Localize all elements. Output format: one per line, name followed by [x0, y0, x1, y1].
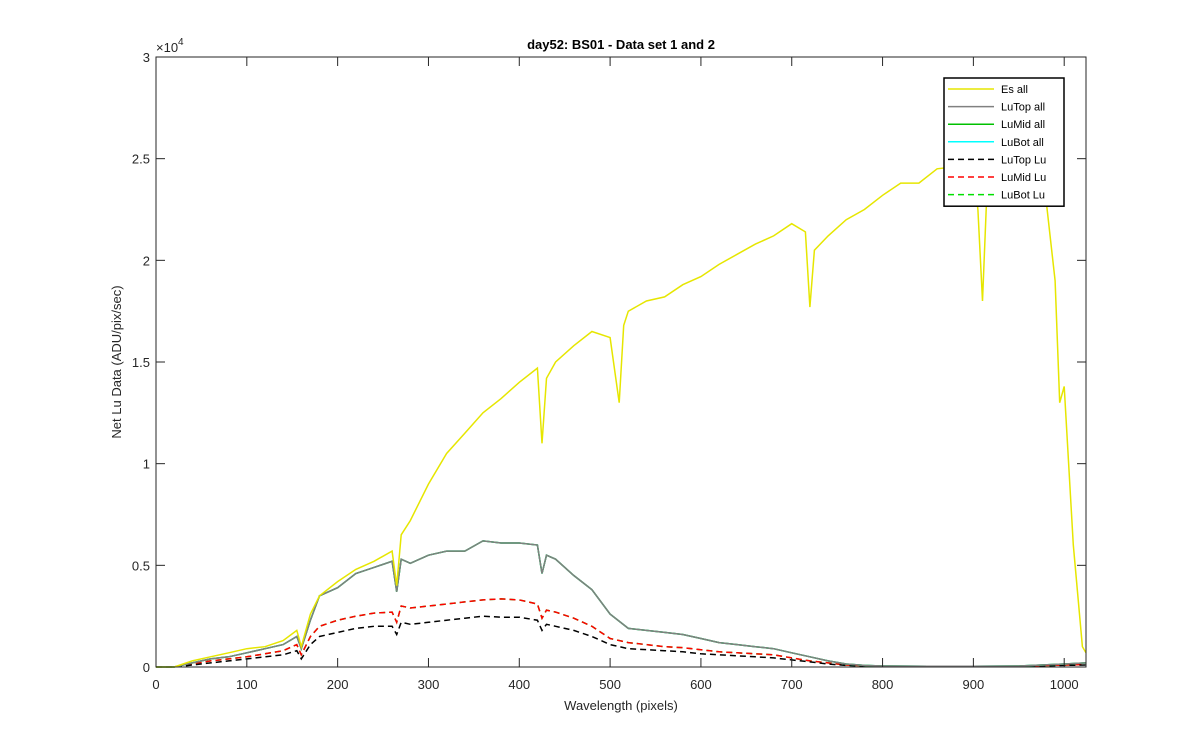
- y-tick-label: 1.5: [132, 355, 150, 370]
- series-line-lumid-lu: [156, 598, 1087, 668]
- x-tick-label: 200: [327, 677, 349, 692]
- x-tick-label: 400: [508, 677, 530, 692]
- series-line-es-all: [156, 157, 1087, 668]
- legend-label: LuMid Lu: [1001, 172, 1046, 184]
- plot-frame: [155, 56, 1087, 668]
- legend-label: LuMid all: [1001, 119, 1045, 131]
- y-tick-label: 0: [143, 660, 150, 675]
- legend-label: Es all: [1001, 84, 1028, 96]
- y-tick-label: 1: [143, 457, 150, 472]
- x-tick-label: 700: [781, 677, 803, 692]
- x-tick-label: 1000: [1050, 677, 1079, 692]
- x-tick-label: 500: [599, 677, 621, 692]
- chart-title: day52: BS01 - Data set 1 and 2: [527, 37, 715, 52]
- y-tick-label: 0.5: [132, 558, 150, 573]
- x-axis-label: Wavelength (pixels): [564, 698, 678, 713]
- legend-label: LuTop Lu: [1001, 154, 1046, 166]
- y-exponent-base: ×10: [156, 40, 178, 55]
- series-line-lutop-all: [156, 540, 1087, 668]
- y-tick-label: 2: [143, 253, 150, 268]
- legend-label: LuBot Lu: [1001, 190, 1045, 202]
- legend-label: LuTop all: [1001, 102, 1045, 114]
- x-tick-label: 100: [236, 677, 258, 692]
- x-tick-label: 600: [690, 677, 712, 692]
- x-tick-label: 300: [418, 677, 440, 692]
- y-tick-label: 3: [143, 50, 150, 65]
- x-tick-label: 0: [152, 677, 159, 692]
- y-tick-label: 2.5: [132, 152, 150, 167]
- x-tick-label: 800: [872, 677, 894, 692]
- tick-layer: 0 100 200 300 400 500 600 700 800 900 1000 0 0.5 1 1.5…: [132, 50, 1086, 692]
- y-exponent-power: 4: [178, 37, 184, 48]
- y-axis-label: Net Lu Data (ADU/pix/sec): [109, 285, 124, 438]
- series-layer: [156, 157, 1087, 668]
- x-tick-label: 900: [963, 677, 985, 692]
- legend: Es all LuTop all LuMid all LuBot all LuTop L…: [943, 77, 1065, 207]
- legend-label: LuBot all: [1001, 137, 1044, 149]
